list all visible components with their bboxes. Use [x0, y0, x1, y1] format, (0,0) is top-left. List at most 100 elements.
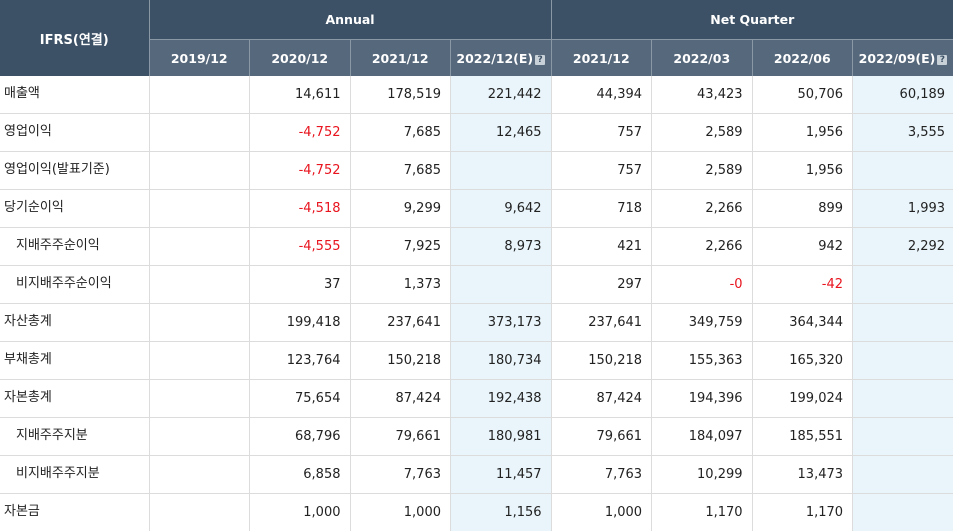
- table-cell: 7,685: [350, 152, 451, 190]
- table-cell: [853, 418, 953, 456]
- table-cell: 50,706: [752, 76, 853, 114]
- table-cell: -4,752: [250, 152, 351, 190]
- table-cell: 37: [250, 266, 351, 304]
- table-cell: 373,173: [451, 304, 552, 342]
- table-cell: [853, 342, 953, 380]
- column-header-label: 2021/12: [573, 51, 630, 66]
- table-cell: 2,589: [652, 114, 753, 152]
- table-cell: 180,981: [451, 418, 552, 456]
- table-cell: [149, 304, 250, 342]
- table-cell: 2,589: [652, 152, 753, 190]
- column-header: 2021/12: [551, 40, 652, 77]
- table-cell: 7,763: [350, 456, 451, 494]
- table-cell: 718: [551, 190, 652, 228]
- row-label: 자산총계: [0, 304, 149, 342]
- table-cell: 364,344: [752, 304, 853, 342]
- table-cell: 60,189: [853, 76, 953, 114]
- table-cell: 7,685: [350, 114, 451, 152]
- table-cell: 2,292: [853, 228, 953, 266]
- row-label: 자본총계: [0, 380, 149, 418]
- column-header-label: 2021/12: [372, 51, 429, 66]
- column-header: 2022/03: [652, 40, 753, 77]
- table-cell: [149, 114, 250, 152]
- table-cell: 1,993: [853, 190, 953, 228]
- question-mark-icon[interactable]: ?: [937, 55, 947, 65]
- table-cell: 87,424: [551, 380, 652, 418]
- table-cell: 43,423: [652, 76, 753, 114]
- table-cell: 3,555: [853, 114, 953, 152]
- group-net-quarter: Net Quarter: [551, 0, 953, 40]
- table-cell: 180,734: [451, 342, 552, 380]
- table-cell: 1,373: [350, 266, 451, 304]
- column-header-label: 2022/09(E): [859, 51, 936, 66]
- column-header-label: 2019/12: [171, 51, 228, 66]
- table-cell: 192,438: [451, 380, 552, 418]
- table-cell: 1,156: [451, 494, 552, 531]
- table-cell: 1,956: [752, 152, 853, 190]
- table-cell: 1,000: [551, 494, 652, 531]
- table-cell: 1,000: [350, 494, 451, 531]
- table-cell: 14,611: [250, 76, 351, 114]
- column-header: 2022/12(E)?: [451, 40, 552, 77]
- table-cell: 297: [551, 266, 652, 304]
- table-cell: 10,299: [652, 456, 753, 494]
- table-cell: 199,024: [752, 380, 853, 418]
- table-cell: [853, 304, 953, 342]
- table-cell: [149, 456, 250, 494]
- column-header-label: 2020/12: [271, 51, 328, 66]
- table-cell: [149, 418, 250, 456]
- table-cell: [853, 380, 953, 418]
- table-cell: 899: [752, 190, 853, 228]
- table-cell: -42: [752, 266, 853, 304]
- table-cell: 7,763: [551, 456, 652, 494]
- table-cell: [149, 380, 250, 418]
- table-cell: 75,654: [250, 380, 351, 418]
- table-cell: [853, 266, 953, 304]
- table-cell: [149, 228, 250, 266]
- table-cell: -4,752: [250, 114, 351, 152]
- table-cell: 9,642: [451, 190, 552, 228]
- column-header-label: 2022/06: [774, 51, 831, 66]
- table-cell: 421: [551, 228, 652, 266]
- table-cell: -0: [652, 266, 753, 304]
- table-cell: 155,363: [652, 342, 753, 380]
- column-header: 2020/12: [250, 40, 351, 77]
- table-cell: -4,518: [250, 190, 351, 228]
- table-cell: [149, 266, 250, 304]
- row-label: 부채총계: [0, 342, 149, 380]
- table-cell: 8,973: [451, 228, 552, 266]
- table-cell: 199,418: [250, 304, 351, 342]
- table-cell: 1,956: [752, 114, 853, 152]
- table-cell: [149, 190, 250, 228]
- question-mark-icon[interactable]: ?: [535, 55, 545, 65]
- table-cell: [149, 342, 250, 380]
- table-cell: [853, 494, 953, 531]
- table-cell: 237,641: [551, 304, 652, 342]
- table-cell: 1,170: [652, 494, 753, 531]
- table-cell: 194,396: [652, 380, 753, 418]
- table-cell: 79,661: [551, 418, 652, 456]
- table-cell: 13,473: [752, 456, 853, 494]
- row-label: 영업이익: [0, 114, 149, 152]
- table-cell: 178,519: [350, 76, 451, 114]
- table-cell: 68,796: [250, 418, 351, 456]
- table-cell: 349,759: [652, 304, 753, 342]
- table-cell: 87,424: [350, 380, 451, 418]
- table-cell: [853, 152, 953, 190]
- table-cell: [853, 456, 953, 494]
- row-label: 영업이익(발표기준): [0, 152, 149, 190]
- group-annual: Annual: [149, 0, 551, 40]
- row-label: 지배주주순이익: [0, 228, 149, 266]
- column-header: 2022/09(E)?: [853, 40, 953, 77]
- table-cell: 2,266: [652, 228, 753, 266]
